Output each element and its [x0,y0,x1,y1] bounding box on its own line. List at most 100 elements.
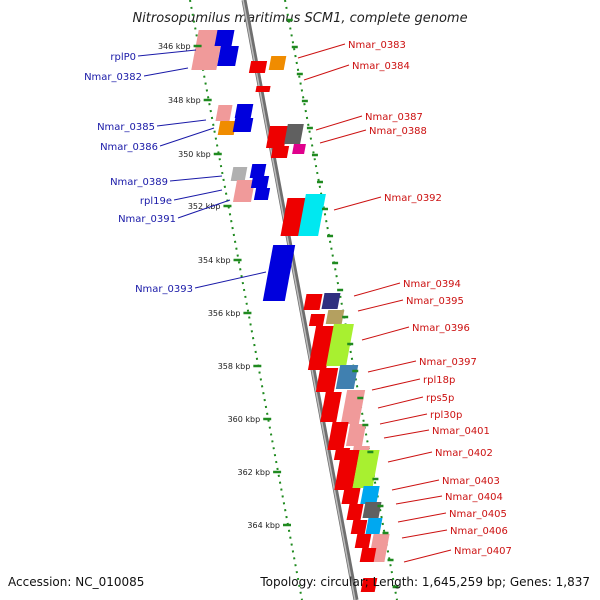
right-label-connector [297,43,346,59]
gene-nmar-0397 [326,324,354,366]
right-label-connector [367,360,417,373]
right-label-connector [395,495,443,505]
gene-rps5p-b [340,390,366,424]
gene-nmar-0383 [268,56,287,70]
gene-nmar-0405 [350,520,368,534]
ruler-label: 354 kbp [198,256,231,265]
gene-label-right: Nmar_0387 [365,112,423,123]
gene-nmar-0386-arrow [232,118,254,132]
gene-nmar-0407 [359,548,377,562]
gene-label-right: Nmar_0397 [419,357,477,368]
gene-rpl19e [232,180,256,202]
gene-label-left: rpl19e [140,196,172,207]
gene-label-left: Nmar_0385 [97,122,155,133]
map-title: Nitrosopumilus maritimus SCM1, complete … [132,11,467,26]
gene-label-right: Nmar_0388 [369,126,427,137]
gene-nmar-0405-b [365,518,383,534]
gene-rplP0-arrow [214,30,235,46]
gene-nmar-0406 [354,534,372,548]
right-label-connector [333,196,382,211]
right-label-connector [391,479,440,491]
accession-text: Accession: NC_010085 [8,575,144,589]
gene-nmar-0396b [325,310,345,324]
gene-label-right: Nmar_0407 [454,546,512,557]
gene-rpl18p [335,365,359,389]
gene-nmar-0386 [217,121,237,135]
gene-nmar-0404-b [362,502,382,518]
right-label-connector [403,549,452,563]
gene-nmar-0394 [303,294,323,310]
right-label-connector [315,115,363,131]
right-label-connector [377,396,424,409]
strand-guide-left [189,0,303,600]
right-label-connector [383,429,430,439]
gene-nmar-0385 [215,105,233,121]
gene-nmar-0403 [341,488,361,504]
gene-label-left: rplP0 [110,52,136,63]
left-label-connector [169,175,223,182]
gene-nmar-0384 [255,86,271,92]
gene-nmar-0395 [321,293,341,309]
left-label-connector [177,199,231,219]
right-label-connector [371,378,421,391]
gene-nmar-0393 [262,245,296,301]
gene-nmar-0391 [253,188,271,200]
right-label-connector [379,413,428,425]
gene-label-right: Nmar_0383 [348,40,406,51]
ruler-label: 358 kbp [218,362,251,371]
gene-nmar-0397a [315,368,339,392]
left-label-connector [143,67,189,77]
ruler-label: 346 kbp [158,42,191,51]
ruler-label: 356 kbp [208,309,241,318]
gene-label-right: Nmar_0402 [435,448,493,459]
right-label-connector [361,326,410,341]
gene-label-right: Nmar_0404 [445,492,503,503]
gene-nmar-0382 [217,46,239,66]
gene-label-right: Nmar_0395 [406,296,464,307]
genome-backbone-highlight [242,0,356,600]
right-label-connector [397,512,447,523]
gene-nmar-0402 [334,450,360,490]
right-label-connector [357,299,404,312]
ruler-label: 348 kbp [168,96,201,105]
gene-label-right: Nmar_0406 [450,526,508,537]
gene-rps5p [320,392,342,422]
gene-nmar-0408 [360,578,378,592]
gene-label-right: Nmar_0401 [432,426,490,437]
gene-nmar-0385-arrow [234,104,254,118]
left-label-connector [137,49,197,57]
gene-label-right: Nmar_0392 [384,193,442,204]
gene-nmar-0403-b [360,486,380,504]
genome-backbone [241,0,359,600]
gene-nmar-0389-arrow [249,164,267,178]
gene-nmar-0392 [280,198,306,236]
right-label-connector [353,282,401,297]
gene-label-left: Nmar_0389 [110,177,168,188]
gene-nmar-0388-arrow [270,146,290,158]
genome-stats-text: Topology: circular; Length: 1,645,259 bp… [259,575,590,589]
right-label-connector [401,529,448,539]
left-label-connector [173,189,223,201]
gene-nmar-0389 [230,167,248,181]
gene-label-right: rps5p [426,393,454,404]
gene-nmar-0387 [265,126,289,148]
ruler-label: 350 kbp [178,150,211,159]
gene-nmar-0392b [298,194,326,236]
gene-rpl30p [327,422,349,450]
gene-nmar-0388 [284,124,304,144]
gene-label-right: rpl30p [430,410,462,421]
gene-nmar-0404 [346,504,364,520]
gene-label-right: rpl18p [423,375,455,386]
ruler-label: 364 kbp [247,521,280,530]
gene-label-left: Nmar_0386 [100,142,158,153]
ruler-label: 362 kbp [237,468,270,477]
gene-label-left: Nmar_0393 [135,284,193,295]
gene-nmar-0383-arrow [248,61,268,73]
gene-label-left: Nmar_0391 [118,214,176,225]
gene-label-right: Nmar_0394 [403,279,461,290]
right-label-connector [387,451,433,463]
left-label-connector [194,271,267,289]
gene-label-right: Nmar_0405 [449,509,507,520]
left-label-connector [156,119,207,127]
